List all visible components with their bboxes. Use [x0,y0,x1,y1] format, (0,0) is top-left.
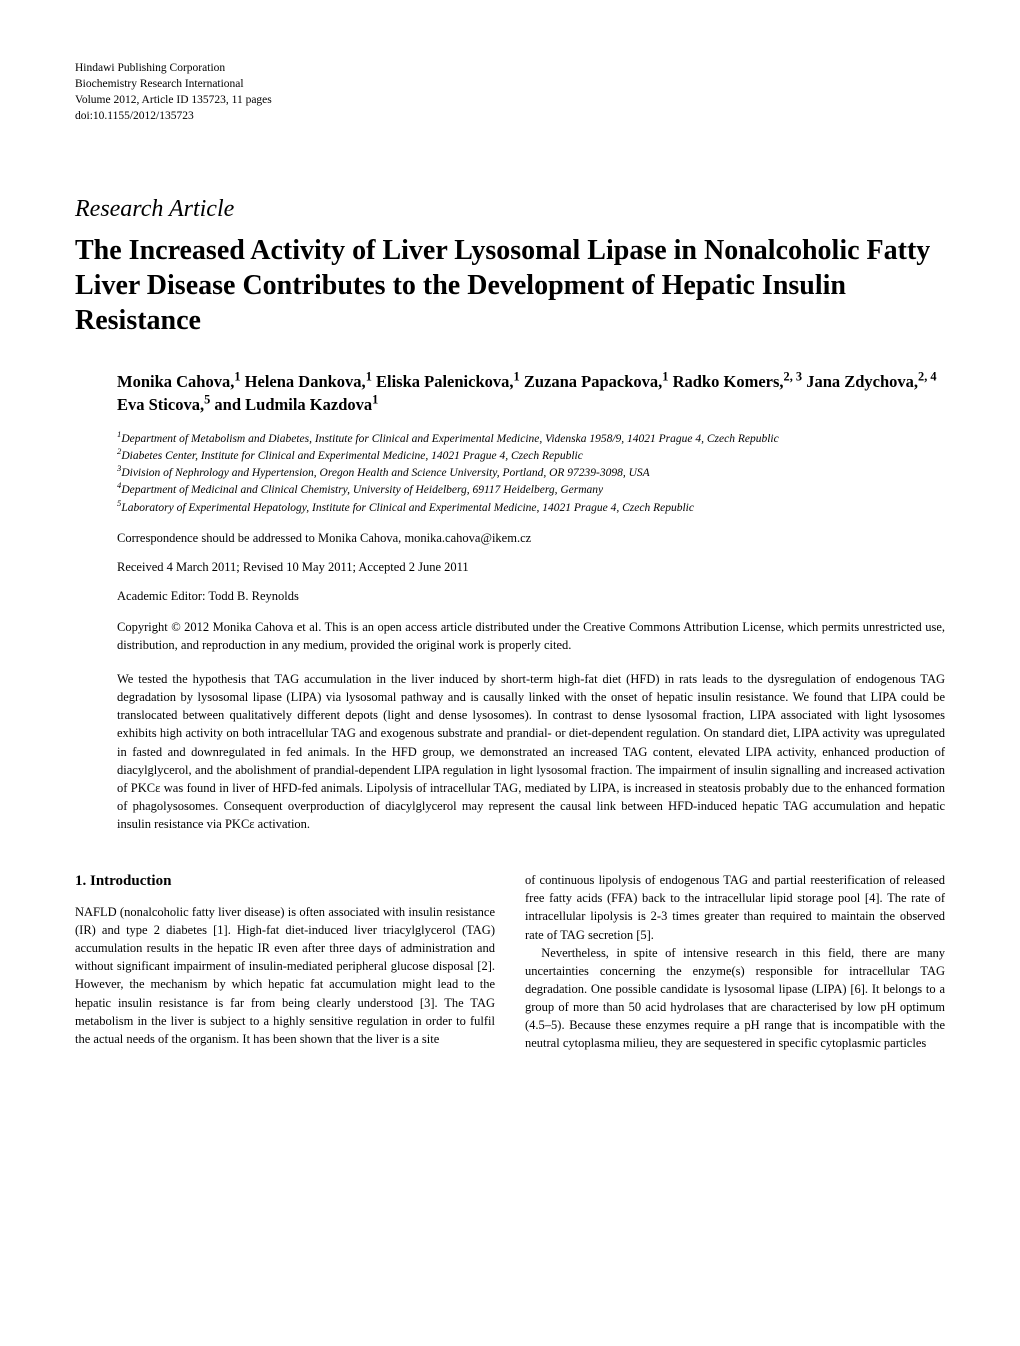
affiliation-1: 1Department of Metabolism and Diabetes, … [117,431,945,448]
body-paragraph: Nevertheless, in spite of intensive rese… [525,944,945,1053]
journal-name: Biochemistry Research International [75,76,945,92]
section-heading-introduction: 1. Introduction [75,871,495,893]
abstract: We tested the hypothesis that TAG accumu… [117,670,945,833]
doi: doi:10.1155/2012/135723 [75,108,945,124]
affiliation-2: 2Diabetes Center, Institute for Clinical… [117,448,945,465]
correspondence-email: monika.cahova@ikem.cz [404,531,531,545]
affiliation-5: 5Laboratory of Experimental Hepatology, … [117,500,945,517]
right-column: of continuous lipolysis of endogenous TA… [525,871,945,1052]
academic-editor: Academic Editor: Todd B. Reynolds [117,589,945,604]
journal-header: Hindawi Publishing Corporation Biochemis… [75,60,945,124]
correspondence: Correspondence should be addressed to Mo… [117,531,945,546]
left-column: 1. Introduction NAFLD (nonalcoholic fatt… [75,871,495,1052]
body-columns: 1. Introduction NAFLD (nonalcoholic fatt… [75,871,945,1052]
authors-list: Monika Cahova,1 Helena Dankova,1 Eliska … [117,370,945,416]
article-dates: Received 4 March 2011; Revised 10 May 20… [117,560,945,575]
article-title: The Increased Activity of Liver Lysosoma… [75,233,945,338]
article-type: Research Article [75,196,945,223]
correspondence-prefix: Correspondence should be addressed to Mo… [117,531,404,545]
publisher: Hindawi Publishing Corporation [75,60,945,76]
body-paragraph: of continuous lipolysis of endogenous TA… [525,871,945,944]
copyright-notice: Copyright © 2012 Monika Cahova et al. Th… [117,618,945,654]
affiliations: 1Department of Metabolism and Diabetes, … [117,431,945,517]
affiliation-3: 3Division of Nephrology and Hypertension… [117,465,945,482]
body-paragraph: NAFLD (nonalcoholic fatty liver disease)… [75,903,495,1048]
affiliation-4: 4Department of Medicinal and Clinical Ch… [117,482,945,499]
volume-info: Volume 2012, Article ID 135723, 11 pages [75,92,945,108]
